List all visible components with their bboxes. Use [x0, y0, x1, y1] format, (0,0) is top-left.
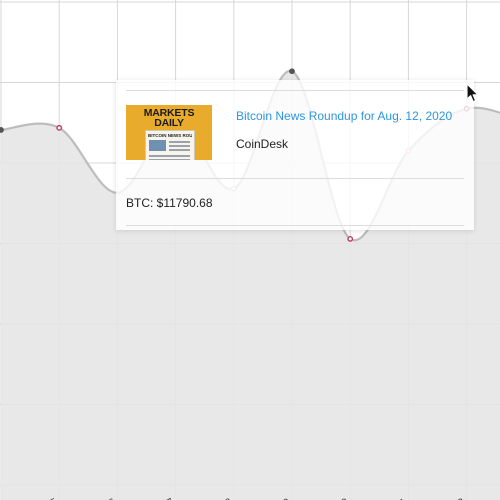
thumbnail-title: MARKETS DAILY — [143, 107, 195, 129]
data-point[interactable] — [0, 127, 4, 133]
news-title-link[interactable]: Bitcoin News Roundup for Aug. 12, 2020 — [236, 109, 453, 123]
data-point[interactable] — [347, 236, 354, 242]
thumbnail-headline: BITCOIN NEWS ROUNDUP — [148, 133, 192, 138]
thumbnail-newspaper: BITCOIN NEWS ROUNDUP — [145, 130, 195, 160]
thumbnail-text-line — [169, 149, 190, 151]
data-point[interactable] — [56, 124, 63, 131]
thumbnail-photo — [149, 140, 166, 151]
thumbnail-text-line — [149, 159, 190, 160]
thumbnail-text-line — [149, 155, 190, 157]
tooltip-divider-bottom — [126, 225, 464, 226]
arrow-cursor-icon — [466, 83, 479, 103]
thumbnail-text-line — [169, 145, 190, 147]
btc-price-label: BTC: $11790.68 — [126, 196, 213, 210]
tooltip-divider-top — [126, 90, 464, 91]
price-area — [1, 71, 500, 500]
news-source: CoinDesk — [236, 137, 289, 151]
tooltip-divider-middle — [126, 178, 464, 179]
data-point[interactable] — [289, 68, 295, 75]
thumbnail-text-line — [169, 141, 190, 143]
